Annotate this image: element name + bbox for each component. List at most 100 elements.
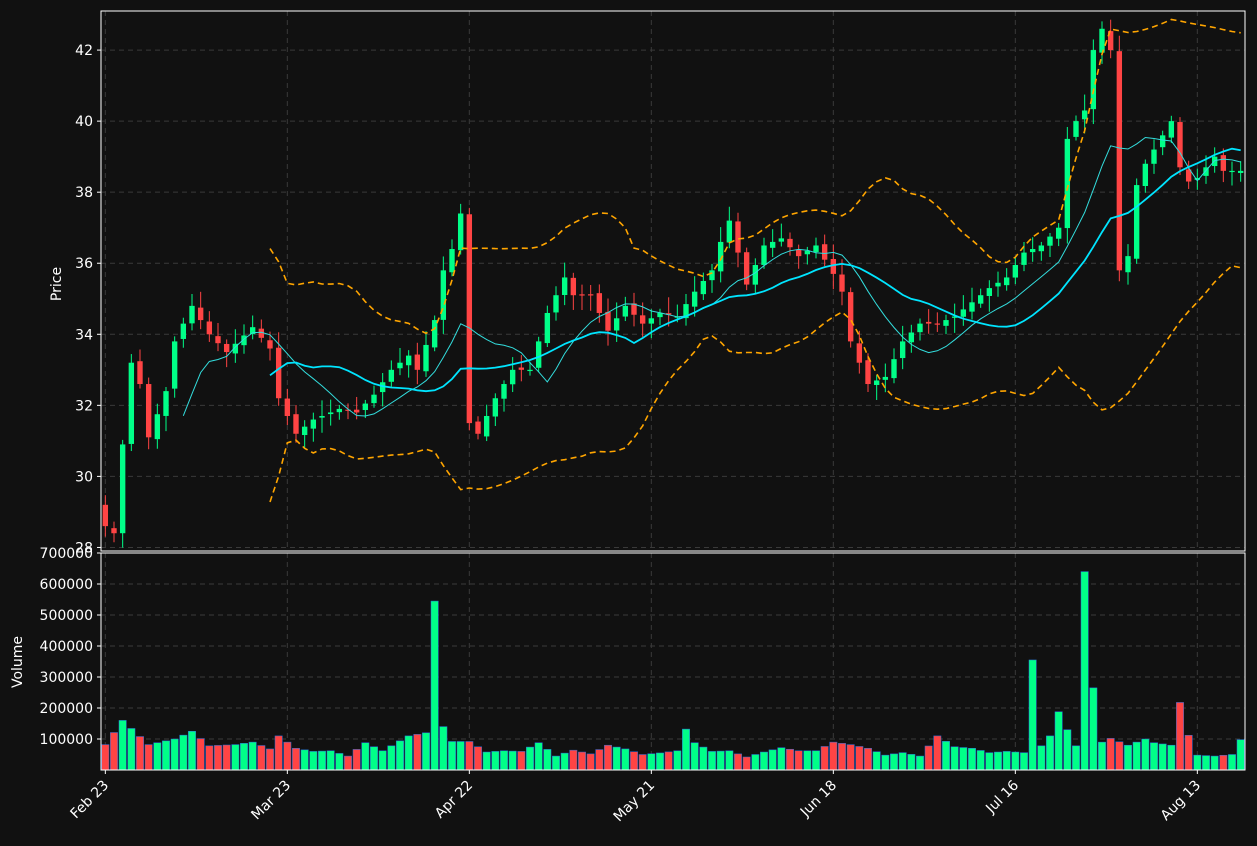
volume-bar bbox=[924, 745, 933, 771]
bollinger-lower-line bbox=[269, 264, 1241, 503]
candle-body bbox=[735, 221, 741, 253]
candle-body bbox=[267, 340, 273, 349]
volume-bar bbox=[1002, 751, 1011, 771]
volume-bar bbox=[387, 745, 396, 771]
volume-bar bbox=[1141, 738, 1150, 771]
candle-body bbox=[189, 305, 195, 324]
candle-body bbox=[761, 245, 767, 265]
candle-body bbox=[977, 295, 984, 304]
volume-bar bbox=[422, 732, 430, 771]
candle-body bbox=[544, 312, 551, 344]
candle-body bbox=[154, 414, 161, 440]
volume-bar bbox=[734, 753, 742, 771]
volume-tick-label: 500000 bbox=[40, 608, 93, 624]
volume-bar bbox=[491, 751, 500, 771]
candle-body bbox=[501, 384, 507, 399]
volume-bar bbox=[1167, 744, 1176, 771]
volume-bar bbox=[361, 742, 370, 771]
candle-body bbox=[293, 414, 299, 434]
candle-body bbox=[1203, 167, 1209, 176]
volume-bar bbox=[309, 751, 318, 771]
price-tick-label: 42 bbox=[75, 43, 93, 59]
volume-bar bbox=[430, 600, 439, 771]
volume-bar bbox=[1106, 738, 1115, 771]
candle-body bbox=[683, 304, 689, 319]
volume-bar bbox=[526, 746, 534, 771]
volume-bar bbox=[118, 720, 127, 771]
candle-body bbox=[847, 292, 854, 342]
sma-slow-line bbox=[269, 147, 1241, 393]
candle-body bbox=[223, 343, 230, 353]
volume-bar bbox=[1124, 744, 1132, 771]
candle-body bbox=[301, 426, 308, 436]
volume-bar bbox=[898, 752, 907, 771]
volume-bar bbox=[474, 746, 482, 771]
volume-bar bbox=[916, 755, 924, 771]
volume-bar bbox=[370, 746, 378, 771]
volume-tick-label: 100000 bbox=[40, 732, 93, 748]
candle-body bbox=[995, 282, 1001, 287]
volume-bar bbox=[1115, 741, 1124, 771]
volume-bar bbox=[586, 753, 595, 771]
candle-body bbox=[1151, 149, 1157, 164]
candle-body bbox=[1099, 28, 1105, 53]
candle-body bbox=[1038, 245, 1045, 252]
volume-tick-label: 200000 bbox=[40, 701, 93, 717]
volume-bars bbox=[101, 571, 1245, 771]
volume-bar bbox=[1202, 755, 1210, 771]
volume-bar bbox=[439, 726, 448, 771]
volume-bar bbox=[1063, 729, 1072, 771]
volume-tick-label: 700000 bbox=[40, 546, 93, 562]
candle-body bbox=[102, 504, 109, 527]
candle-body bbox=[596, 293, 603, 313]
candle-body bbox=[943, 320, 949, 326]
candle-body bbox=[622, 305, 629, 317]
candle-body bbox=[180, 323, 187, 339]
candle-body bbox=[475, 421, 481, 434]
volume-bar bbox=[829, 741, 838, 771]
candle-body bbox=[362, 403, 369, 411]
candle-body bbox=[882, 376, 889, 380]
volume-bar bbox=[456, 741, 465, 771]
candle-body bbox=[813, 245, 819, 252]
volume-bar bbox=[621, 748, 630, 771]
candle-body bbox=[319, 416, 325, 418]
price-axis-label: Price bbox=[49, 267, 65, 301]
volume-bar bbox=[318, 750, 326, 771]
price-axes-frame bbox=[100, 10, 1246, 552]
volume-bar bbox=[569, 749, 578, 771]
volume-bar bbox=[1219, 755, 1228, 771]
volume-bar bbox=[1098, 741, 1106, 771]
candle-body bbox=[717, 241, 724, 272]
candle-body bbox=[873, 380, 880, 385]
candle-body bbox=[431, 320, 438, 348]
volume-bar bbox=[352, 749, 361, 771]
candle-body bbox=[327, 412, 334, 415]
volume-tick-label: 300000 bbox=[40, 670, 93, 686]
candle-body bbox=[969, 302, 975, 312]
volume-bar bbox=[942, 741, 950, 771]
candle-body bbox=[518, 367, 525, 370]
volume-bar bbox=[1193, 754, 1202, 771]
volume-bar bbox=[777, 747, 786, 771]
volume-bar bbox=[846, 744, 855, 771]
candle-body bbox=[1116, 51, 1123, 271]
candle-body bbox=[440, 270, 447, 320]
candle-body bbox=[839, 274, 845, 292]
volume-bar bbox=[664, 751, 673, 771]
volume-bar bbox=[803, 750, 812, 771]
volume-bar bbox=[266, 748, 274, 771]
volume-bar bbox=[933, 735, 942, 771]
volume-bar bbox=[872, 751, 881, 771]
volume-bar bbox=[786, 748, 794, 771]
candle-body bbox=[830, 259, 837, 274]
volume-bar bbox=[257, 745, 266, 771]
volume-bar bbox=[578, 751, 586, 771]
candle-body bbox=[258, 328, 265, 338]
candle-body bbox=[466, 214, 473, 424]
candle-body bbox=[986, 288, 993, 297]
candle-body bbox=[769, 241, 776, 248]
candle-body bbox=[934, 323, 941, 325]
candle-body bbox=[1064, 138, 1071, 229]
price-tick-label: 28 bbox=[75, 540, 93, 556]
